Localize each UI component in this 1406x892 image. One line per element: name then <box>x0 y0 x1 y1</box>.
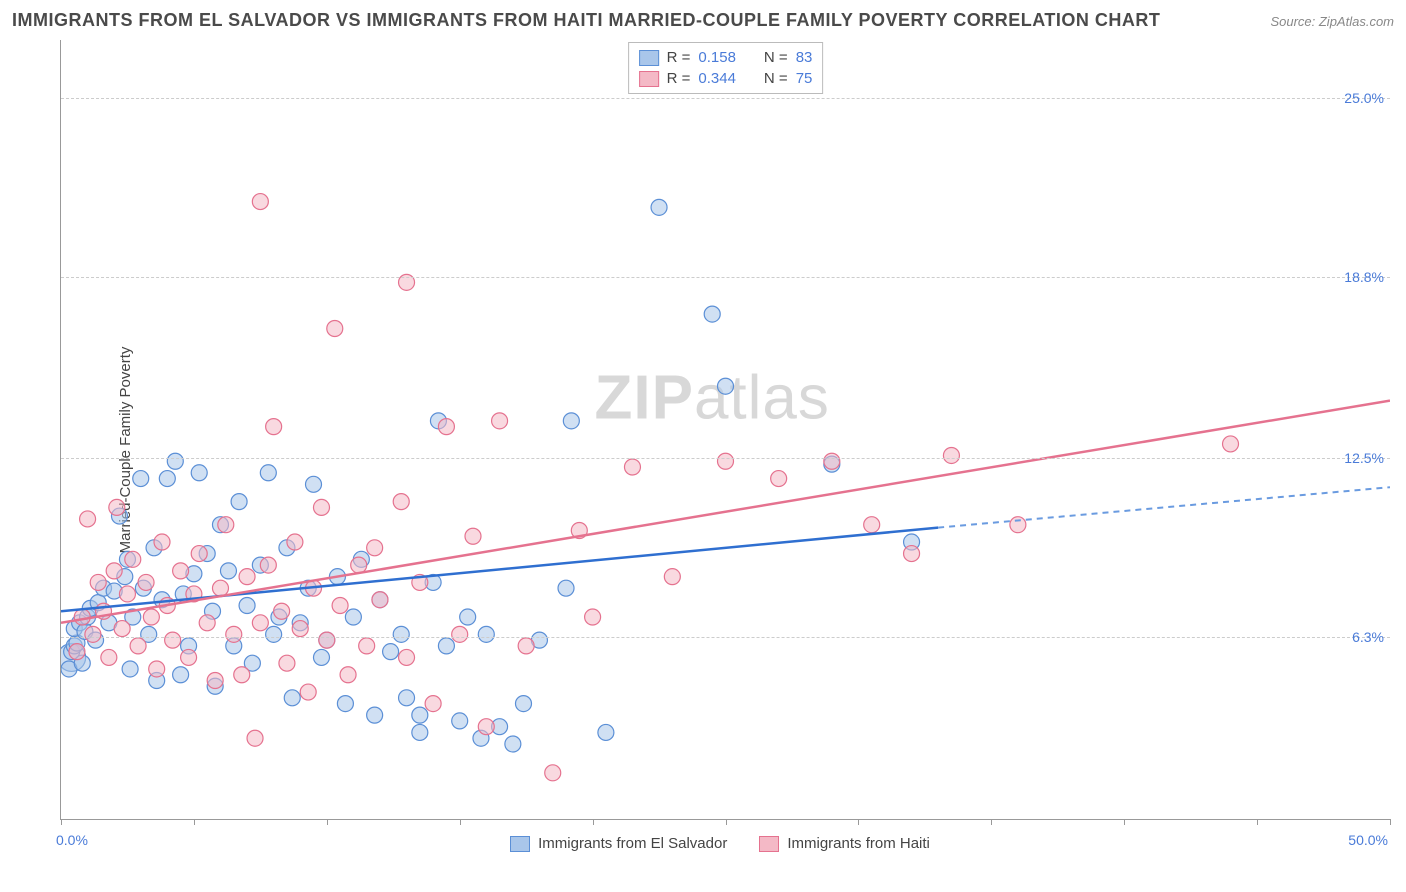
y-tick-label: 12.5% <box>1344 450 1384 466</box>
swatch-series-1 <box>639 50 659 66</box>
source-label: Source: ZipAtlas.com <box>1270 14 1394 29</box>
plot-area: Married-Couple Family Poverty ZIPatlas R… <box>50 40 1390 860</box>
y-tick-label: 6.3% <box>1352 629 1384 645</box>
stats-row-2: R = 0.344 N = 75 <box>639 68 813 89</box>
r-value-1: 0.158 <box>698 49 736 66</box>
r-label-2: R = <box>667 70 691 87</box>
stats-legend: R = 0.158 N = 83 R = 0.344 N = 75 <box>628 42 824 94</box>
n-label-1: N = <box>764 49 788 66</box>
y-tick-label: 18.8% <box>1344 269 1384 285</box>
title-bar: IMMIGRANTS FROM EL SALVADOR VS IMMIGRANT… <box>12 10 1394 31</box>
n-value-2: 75 <box>796 70 813 87</box>
series-legend: Immigrants from El Salvador Immigrants f… <box>50 835 1390 852</box>
r-value-2: 0.344 <box>698 70 736 87</box>
r-label-1: R = <box>667 49 691 66</box>
legend-swatch-2 <box>759 836 779 852</box>
stats-row-1: R = 0.158 N = 83 <box>639 47 813 68</box>
legend-swatch-1 <box>510 836 530 852</box>
swatch-series-2 <box>639 71 659 87</box>
plot-svg <box>61 40 1390 819</box>
legend-item-2: Immigrants from Haiti <box>759 835 930 852</box>
legend-label-1: Immigrants from El Salvador <box>538 835 727 852</box>
chart-title: IMMIGRANTS FROM EL SALVADOR VS IMMIGRANT… <box>12 10 1160 31</box>
chart-canvas: ZIPatlas R = 0.158 N = 83 R = 0.344 N = … <box>60 40 1390 820</box>
legend-item-1: Immigrants from El Salvador <box>510 835 727 852</box>
legend-label-2: Immigrants from Haiti <box>787 835 930 852</box>
n-value-1: 83 <box>796 49 813 66</box>
n-label-2: N = <box>764 70 788 87</box>
y-tick-label: 25.0% <box>1344 90 1384 106</box>
